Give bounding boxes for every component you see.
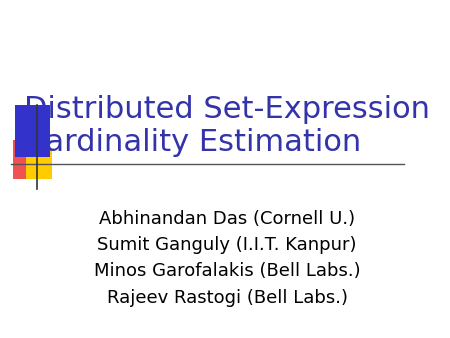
Text: Abhinandan Das (Cornell U.)
Sumit Ganguly (I.I.T. Kanpur)
Minos Garofalakis (Bel: Abhinandan Das (Cornell U.) Sumit Gangul… [94, 210, 360, 307]
Bar [15, 105, 50, 157]
Bar [26, 149, 52, 179]
Text: Distributed Set-Expression
Cardinality Estimation: Distributed Set-Expression Cardinality E… [24, 95, 430, 157]
Bar [13, 140, 39, 179]
